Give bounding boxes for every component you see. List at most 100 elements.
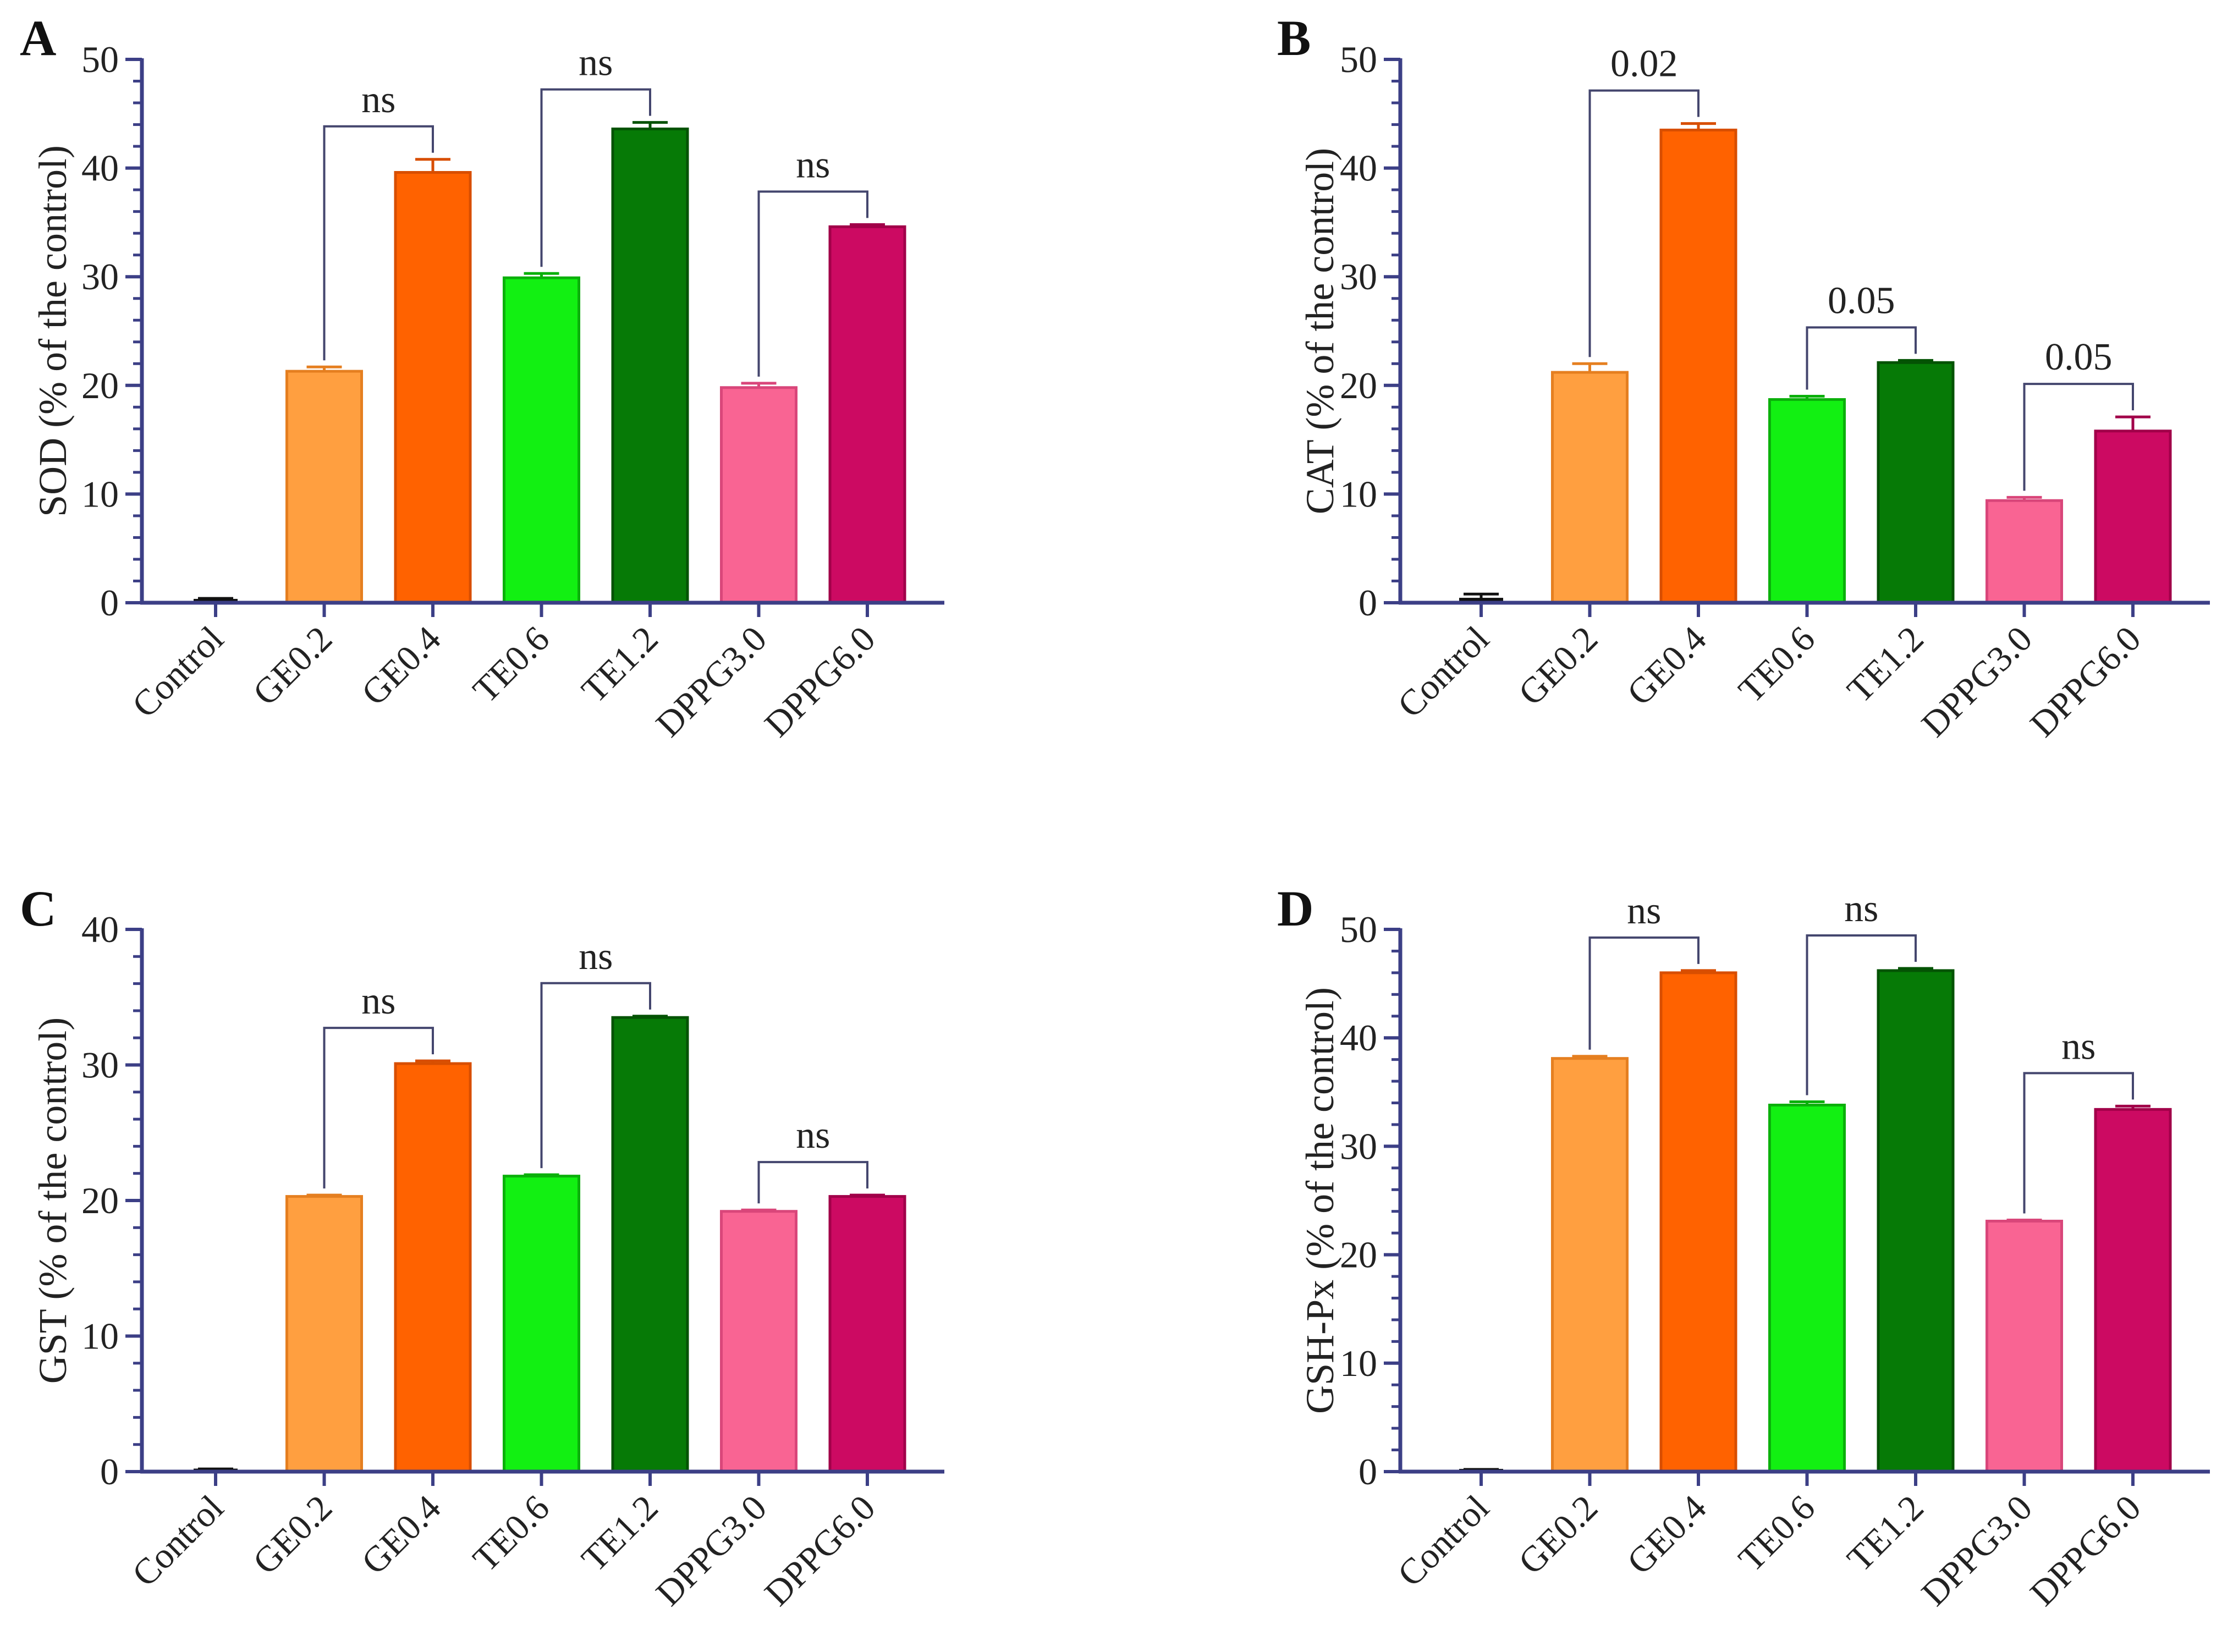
significance-label: ns	[796, 1114, 830, 1157]
error-bar	[741, 382, 777, 388]
y-tick-label: 20	[81, 365, 119, 406]
significance-label: ns	[796, 144, 830, 186]
error-bar	[632, 1015, 668, 1018]
y-tick-label: 30	[81, 1044, 119, 1086]
x-tick-label: Control	[1390, 1488, 1497, 1594]
x-tick-label: DPPG3.0	[648, 619, 774, 745]
error-bar	[198, 597, 233, 601]
significance-bracket: 0.05	[1806, 279, 1917, 390]
error-bar	[1572, 1055, 1608, 1059]
error-bar	[1681, 122, 1716, 130]
significance-bracket: ns	[323, 79, 434, 361]
bar-dppg3-0	[720, 386, 798, 604]
x-tick-label: TE0.6	[1731, 1488, 1823, 1579]
x-tick-label: Control	[1390, 619, 1497, 725]
significance-label: ns	[361, 980, 395, 1022]
x-tick-label: TE0.6	[465, 1488, 557, 1579]
y-tick-label: 10	[81, 1315, 119, 1357]
x-tick-label: GE0.2	[245, 1488, 340, 1582]
error-bar	[1898, 967, 1933, 971]
significance-bracket: ns	[1806, 888, 1917, 1095]
error-bar	[2115, 415, 2150, 431]
error-bar	[1464, 592, 1499, 600]
bar-dppg6-0	[2094, 1108, 2172, 1473]
x-tick-label: TE1.2	[1840, 619, 1932, 711]
y-tick-label: 10	[1340, 473, 1377, 515]
y-tick-label: 40	[81, 147, 119, 189]
significance-label: 0.05	[1828, 279, 1895, 322]
significance-label: 0.02	[1610, 43, 1678, 85]
bar-ge0-2	[1551, 1057, 1629, 1473]
y-tick-label: 40	[1340, 1017, 1377, 1059]
bar-te0-6	[1768, 398, 1846, 604]
bar-te1-2	[1877, 361, 1955, 604]
y-tick-label: 30	[81, 256, 119, 298]
y-tick-label: 30	[1340, 256, 1377, 298]
bar-dppg3-0	[1986, 499, 2063, 604]
y-tick-label: 10	[1340, 1342, 1377, 1384]
significance-bracket: ns	[323, 980, 434, 1189]
y-tick-label: 0	[100, 582, 119, 624]
x-tick-label: TE1.2	[574, 619, 666, 711]
error-bar	[632, 121, 668, 129]
bar-te1-2	[611, 127, 689, 604]
significance-label: ns	[2061, 1025, 2096, 1067]
bar-control	[1459, 598, 1503, 603]
y-tick-label: 20	[81, 1180, 119, 1221]
bar-te1-2	[1877, 969, 1955, 1473]
x-tick-label: DPPG6.0	[757, 1488, 883, 1614]
bar-ge0-2	[285, 370, 363, 604]
bar-ge0-4	[394, 171, 472, 604]
error-bar	[524, 1173, 559, 1176]
bar-ge0-2	[1551, 371, 1629, 604]
bar-te0-6	[503, 1175, 580, 1473]
error-bar	[306, 365, 342, 372]
x-tick-label: DPPG6.0	[757, 619, 883, 745]
error-bar	[2115, 1104, 2150, 1110]
significance-bracket: 0.02	[1588, 43, 1700, 357]
bar-dppg6-0	[2094, 429, 2172, 604]
y-tick-label: 0	[100, 1451, 119, 1493]
x-tick-label: Control	[124, 619, 231, 725]
y-tick-label: 30	[1340, 1125, 1377, 1167]
x-tick-label: GE0.4	[354, 619, 448, 713]
significance-bracket: ns	[540, 42, 651, 267]
y-axis-label: GST (% of the control)	[31, 1017, 75, 1384]
significance-label: 0.05	[2045, 336, 2113, 378]
error-bar	[415, 1059, 450, 1064]
significance-bracket: ns	[1588, 890, 1700, 1050]
y-tick-label: 10	[81, 473, 119, 515]
bar-dppg6-0	[828, 1195, 906, 1473]
y-axis-label: SOD (% of the control)	[31, 145, 75, 517]
x-tick-label: DPPG6.0	[2022, 1488, 2148, 1614]
bar-ge0-4	[1659, 971, 1737, 1473]
x-tick-label: GE0.2	[245, 619, 340, 713]
significance-label: ns	[1844, 888, 1878, 930]
x-tick-label: DPPG6.0	[2022, 619, 2148, 745]
bar-ge0-2	[285, 1195, 363, 1473]
x-tick-label: TE0.6	[465, 619, 557, 711]
x-tick-label: Control	[124, 1488, 231, 1594]
y-tick-label: 20	[1340, 1234, 1377, 1276]
x-tick-label: DPPG3.0	[648, 1488, 774, 1614]
error-bar	[2006, 1218, 2042, 1221]
bar-te1-2	[611, 1016, 689, 1473]
error-bar	[524, 272, 559, 278]
error-bar	[850, 223, 885, 227]
y-tick-label: 50	[1340, 908, 1377, 950]
significance-bracket: ns	[757, 1114, 868, 1204]
error-bar	[1789, 395, 1825, 400]
panel-a: A SOD (% of the control) 0 10 20 30 40 50 Contro…	[20, 10, 944, 745]
error-bar	[1572, 362, 1608, 373]
x-tick-label: GE0.2	[1511, 619, 1605, 713]
x-tick-label: TE0.6	[1731, 619, 1823, 711]
y-tick-label: 50	[1340, 38, 1377, 80]
y-tick-label: 40	[1340, 147, 1377, 189]
x-tick-label: DPPG3.0	[1914, 1488, 2040, 1614]
panel-b: B CAT (% of the control) 0 10 20 30 40 50 Contro…	[1277, 10, 2210, 745]
bar-dppg3-0	[1986, 1219, 2063, 1473]
bar-te0-6	[503, 276, 580, 604]
bar-ge0-4	[394, 1062, 472, 1473]
